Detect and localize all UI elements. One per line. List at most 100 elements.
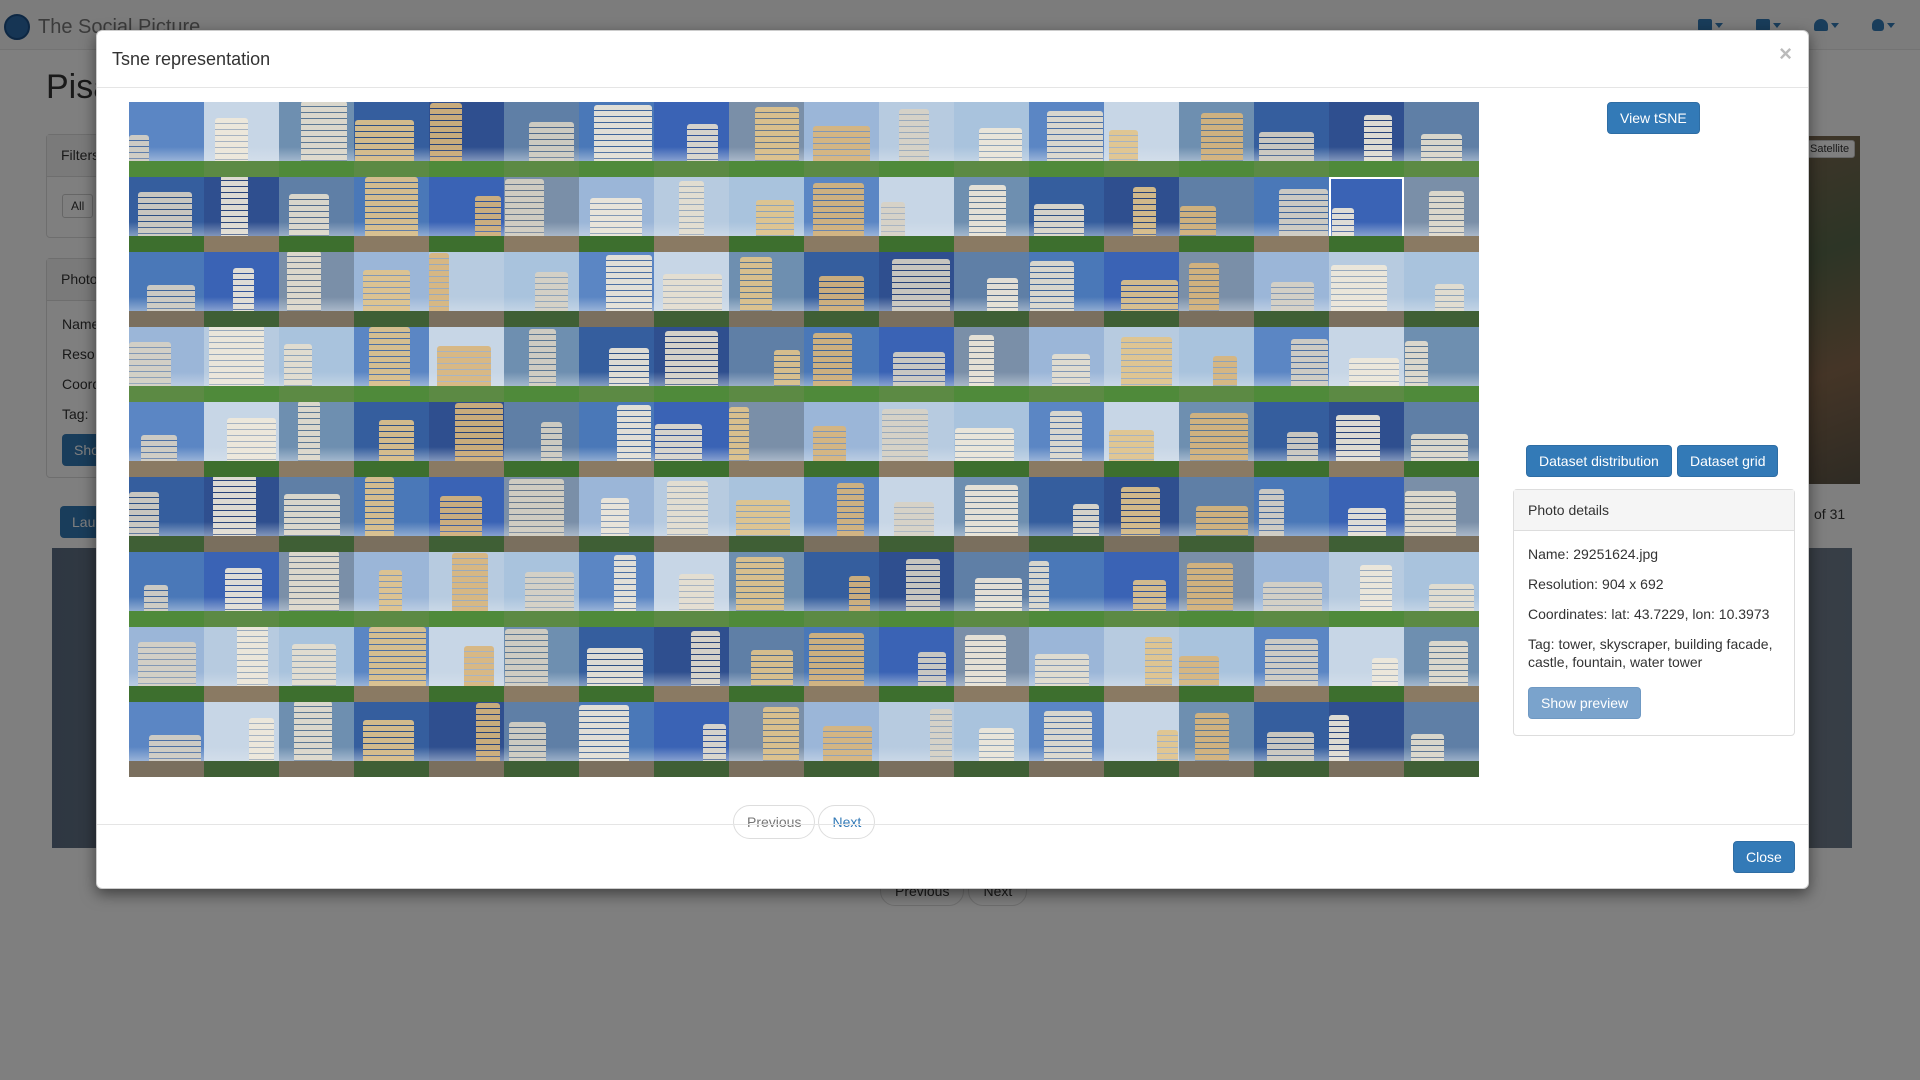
photo-thumbnail[interactable] [204,477,279,552]
photo-thumbnail[interactable] [954,702,1029,777]
photo-thumbnail[interactable] [1254,252,1329,327]
photo-thumbnail[interactable] [579,477,654,552]
photo-thumbnail[interactable] [654,102,729,177]
photo-thumbnail[interactable] [579,177,654,252]
photo-thumbnail[interactable] [729,702,804,777]
photo-thumbnail[interactable] [204,252,279,327]
photo-thumbnail[interactable] [1329,327,1404,402]
photo-thumbnail[interactable] [579,252,654,327]
photo-thumbnail[interactable] [429,177,504,252]
photo-thumbnail[interactable] [879,627,954,702]
photo-thumbnail[interactable] [129,102,204,177]
photo-thumbnail[interactable] [804,102,879,177]
photo-thumbnail[interactable] [1404,102,1479,177]
photo-thumbnail[interactable] [1254,177,1329,252]
photo-thumbnail[interactable] [579,402,654,477]
photo-thumbnail[interactable] [1104,177,1179,252]
dataset-distribution-button[interactable]: Dataset distribution [1526,445,1672,477]
photo-thumbnail[interactable] [579,627,654,702]
photo-thumbnail[interactable] [804,252,879,327]
photo-thumbnail[interactable] [1104,327,1179,402]
photo-thumbnail[interactable] [204,702,279,777]
photo-thumbnail[interactable] [879,327,954,402]
photo-thumbnail[interactable] [804,402,879,477]
photo-thumbnail[interactable] [129,252,204,327]
photo-thumbnail[interactable] [579,552,654,627]
photo-thumbnail[interactable] [504,327,579,402]
photo-thumbnail[interactable] [804,627,879,702]
photo-thumbnail[interactable] [504,477,579,552]
photo-thumbnail[interactable] [879,252,954,327]
photo-thumbnail[interactable] [1104,552,1179,627]
photo-thumbnail[interactable] [279,702,354,777]
photo-thumbnail[interactable] [579,702,654,777]
photo-thumbnail[interactable] [729,177,804,252]
photo-thumbnail[interactable] [1179,627,1254,702]
photo-thumbnail[interactable] [1404,552,1479,627]
photo-thumbnail[interactable] [729,477,804,552]
photo-thumbnail[interactable] [954,627,1029,702]
photo-thumbnail[interactable] [804,477,879,552]
photo-thumbnail[interactable] [204,627,279,702]
photo-thumbnail[interactable] [129,477,204,552]
photo-thumbnail[interactable] [1404,177,1479,252]
next-button[interactable]: Next [818,805,876,839]
photo-thumbnail[interactable] [1029,552,1104,627]
photo-thumbnail[interactable] [429,477,504,552]
photo-thumbnail[interactable] [429,702,504,777]
photo-thumbnail[interactable] [1254,102,1329,177]
photo-thumbnail[interactable] [204,402,279,477]
photo-thumbnail[interactable] [1404,252,1479,327]
photo-thumbnail[interactable] [1329,552,1404,627]
photo-thumbnail[interactable] [654,702,729,777]
photo-thumbnail[interactable] [729,552,804,627]
photo-thumbnail[interactable] [429,327,504,402]
photo-thumbnail[interactable] [354,402,429,477]
close-button[interactable]: Close [1733,841,1795,873]
photo-thumbnail[interactable] [504,702,579,777]
photo-thumbnail[interactable] [1029,327,1104,402]
photo-thumbnail[interactable] [954,102,1029,177]
photo-thumbnail[interactable] [729,102,804,177]
photo-thumbnail[interactable] [1104,252,1179,327]
photo-thumbnail[interactable] [1029,627,1104,702]
photo-thumbnail[interactable] [1179,702,1254,777]
photo-thumbnail[interactable] [1029,702,1104,777]
photo-thumbnail[interactable] [129,177,204,252]
photo-thumbnail[interactable] [354,477,429,552]
photo-thumbnail[interactable] [1029,252,1104,327]
photo-thumbnail[interactable] [729,402,804,477]
photo-thumbnail[interactable] [879,402,954,477]
photo-thumbnail[interactable] [1029,477,1104,552]
photo-thumbnail[interactable] [954,177,1029,252]
photo-thumbnail[interactable] [1254,627,1329,702]
photo-thumbnail[interactable] [1029,402,1104,477]
photo-thumbnail[interactable] [429,102,504,177]
photo-thumbnail[interactable] [1104,402,1179,477]
photo-thumbnail[interactable] [1329,477,1404,552]
photo-thumbnail[interactable] [1254,477,1329,552]
photo-thumbnail[interactable] [504,552,579,627]
photo-thumbnail[interactable] [204,102,279,177]
photo-thumbnail[interactable] [1179,552,1254,627]
photo-thumbnail[interactable] [879,102,954,177]
photo-thumbnail[interactable] [804,327,879,402]
photo-thumbnail[interactable] [1254,702,1329,777]
photo-thumbnail[interactable] [1404,402,1479,477]
dataset-grid-button[interactable]: Dataset grid [1677,445,1779,477]
photo-thumbnail[interactable] [1104,477,1179,552]
photo-thumbnail[interactable] [279,102,354,177]
photo-thumbnail[interactable] [354,177,429,252]
photo-thumbnail[interactable] [354,627,429,702]
photo-thumbnail[interactable] [954,477,1029,552]
photo-thumbnail[interactable] [1029,177,1104,252]
photo-thumbnail[interactable] [1329,177,1404,252]
photo-thumbnail[interactable] [1404,327,1479,402]
photo-thumbnail[interactable] [1179,177,1254,252]
photo-thumbnail[interactable] [1329,627,1404,702]
photo-thumbnail[interactable] [879,702,954,777]
photo-thumbnail[interactable] [1254,552,1329,627]
photo-thumbnail[interactable] [654,552,729,627]
close-icon[interactable]: × [1779,41,1792,66]
photo-thumbnail[interactable] [804,552,879,627]
